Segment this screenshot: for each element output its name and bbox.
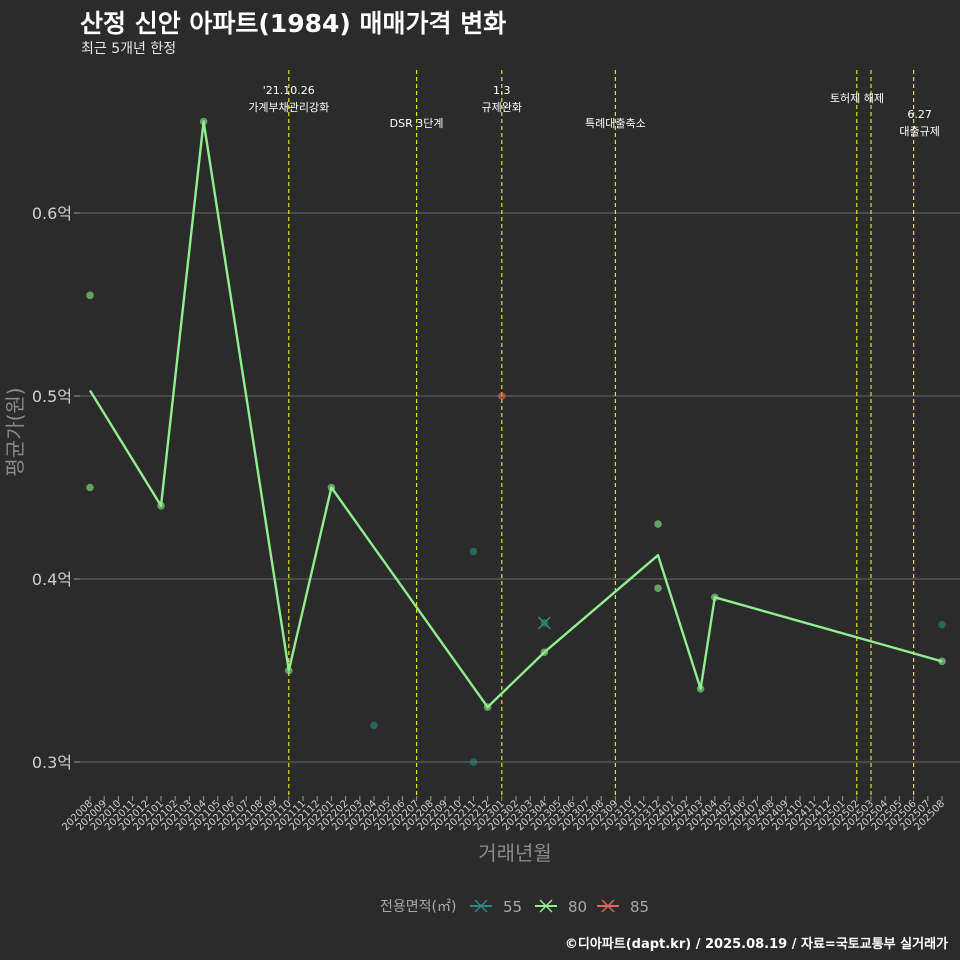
data-point-80 [654,520,662,528]
legend-key-cross [474,899,488,913]
x-axis-title: 거래년월 [478,841,552,865]
data-point-80 [696,685,705,693]
axis-layer: 0.3억0.4억0.5억0.6억202008202009202010202011… [3,204,947,865]
data-point-marker-cross [537,616,551,630]
data-point-55 [370,721,378,730]
data-point-80 [711,593,719,602]
chart-subtitle: 최근 5개년 한정 [81,41,177,57]
legend-label-85: 85 [630,898,649,916]
event-label: 특례대출축소 [585,117,646,130]
event-label: 가계부채관리강화 [248,101,329,114]
legend: 전용면적(㎡) 55 80 85 [380,898,649,916]
event-label: 대출규제 [899,125,939,138]
data-point-55 [469,758,478,766]
data-point-55 [469,547,478,556]
data-point-80 [157,502,165,510]
y-tick-label: 0.4억 [32,570,72,589]
series-layer [86,117,946,766]
data-point-80 [654,584,662,592]
data-point-80 [483,703,492,711]
series-line-80 [88,120,943,709]
event-label: 6.27 [907,108,932,121]
chart-title: 산정 신안 아파트(1984) 매매가격 변화 [80,9,507,38]
event-label: 토허제 해제 [830,91,884,105]
event-label: 1.3 [493,84,511,97]
y-tick-label: 0.3억 [32,753,72,772]
data-point-80 [540,648,549,656]
y-axis-title: 평균가(원) [3,387,27,476]
data-point-85 [498,392,506,400]
data-point-80 [86,291,94,300]
legend-label-80: 80 [568,898,587,916]
data-point-80 [199,117,208,126]
event-label: DSR 3단계 [390,117,444,130]
data-point-55 [938,620,946,629]
y-tick-label: 0.5억 [32,387,72,406]
source-caption: ©디아파트(dapt.kr) / 2025.08.19 / 자료=국토교통부 실… [564,937,948,952]
data-point-80 [938,657,946,666]
legend-title: 전용면적(㎡) [380,899,456,915]
event-label: '21.10.26 [263,84,315,97]
y-tick-label: 0.6억 [32,204,72,223]
grid-layer [80,212,960,763]
event-label: 규제완화 [482,101,522,114]
data-point-80 [86,483,94,492]
legend-label-55: 55 [503,898,522,916]
data-point-80 [285,666,293,675]
data-point-80 [327,483,336,492]
legend-key-cross [601,899,615,913]
legend-key-cross [539,899,553,913]
